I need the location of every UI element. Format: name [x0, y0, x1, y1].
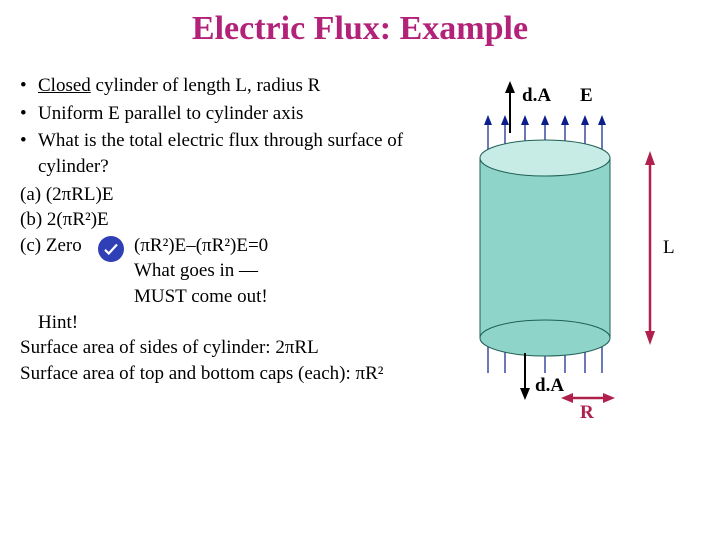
l-arrow-head-bottom — [645, 331, 655, 345]
l-arrow-head-top — [645, 151, 655, 165]
bullet-dot: • — [20, 73, 38, 99]
option-a: (a) (2πRL)E — [20, 182, 450, 208]
option-c-label: (c) Zero — [20, 233, 92, 259]
text-column: • Closed cylinder of length L, radius R … — [20, 73, 450, 428]
bullet-text: Uniform E parallel to cylinder axis — [38, 101, 303, 127]
bullet-1: • Closed cylinder of length L, radius R — [20, 73, 450, 99]
bullet-rest: cylinder of length L, radius R — [91, 75, 321, 96]
cylinder-bottom — [480, 320, 610, 356]
explain-line1: (πR²)E–(πR²)E=0 — [134, 235, 268, 256]
e-label: E — [580, 85, 593, 106]
hint-line2: Surface area of top and bottom caps (eac… — [20, 361, 450, 387]
explain-line3: MUST come out! — [134, 286, 268, 307]
page-title: Electric Flux: Example — [20, 10, 700, 48]
l-label: L — [663, 237, 675, 258]
hint-label: Hint! — [38, 310, 450, 336]
cylinder-top — [480, 140, 610, 176]
bullet-text: What is the total electric flux through … — [38, 128, 450, 179]
option-c-row: (c) Zero (πR²)E–(πR²)E=0 What goes in — … — [20, 233, 450, 310]
r-arrow-head — [603, 393, 615, 403]
bullet-3: • What is the total electric flux throug… — [20, 128, 450, 179]
da-bottom-arrow-head — [520, 388, 530, 400]
bullet-dot: • — [20, 101, 38, 127]
correct-check-icon — [98, 236, 124, 262]
da-top-label: d.A — [522, 85, 551, 106]
cylinder-diagram: d.A E d.A R L — [450, 73, 700, 423]
option-c-explain: (πR²)E–(πR²)E=0 What goes in — MUST come… — [134, 233, 268, 310]
bullet-dot: • — [20, 128, 38, 179]
hint-line1: Surface area of sides of cylinder: 2πRL — [20, 335, 450, 361]
cylinder-side — [480, 158, 610, 338]
bullet-text: Closed cylinder of length L, radius R — [38, 73, 320, 99]
explain-line2: What goes in — — [134, 260, 258, 281]
bullet-2: • Uniform E parallel to cylinder axis — [20, 101, 450, 127]
content-area: • Closed cylinder of length L, radius R … — [20, 73, 700, 428]
r-label: R — [580, 402, 594, 423]
da-top-arrow-head — [505, 81, 515, 93]
da-bottom-label: d.A — [535, 375, 564, 396]
diagram-column: d.A E d.A R L — [450, 73, 700, 428]
bullet-underline: Closed — [38, 75, 91, 96]
option-b: (b) 2(πR²)E — [20, 207, 450, 233]
title-text: Electric Flux: Example — [192, 10, 528, 47]
check-icon — [102, 240, 120, 258]
